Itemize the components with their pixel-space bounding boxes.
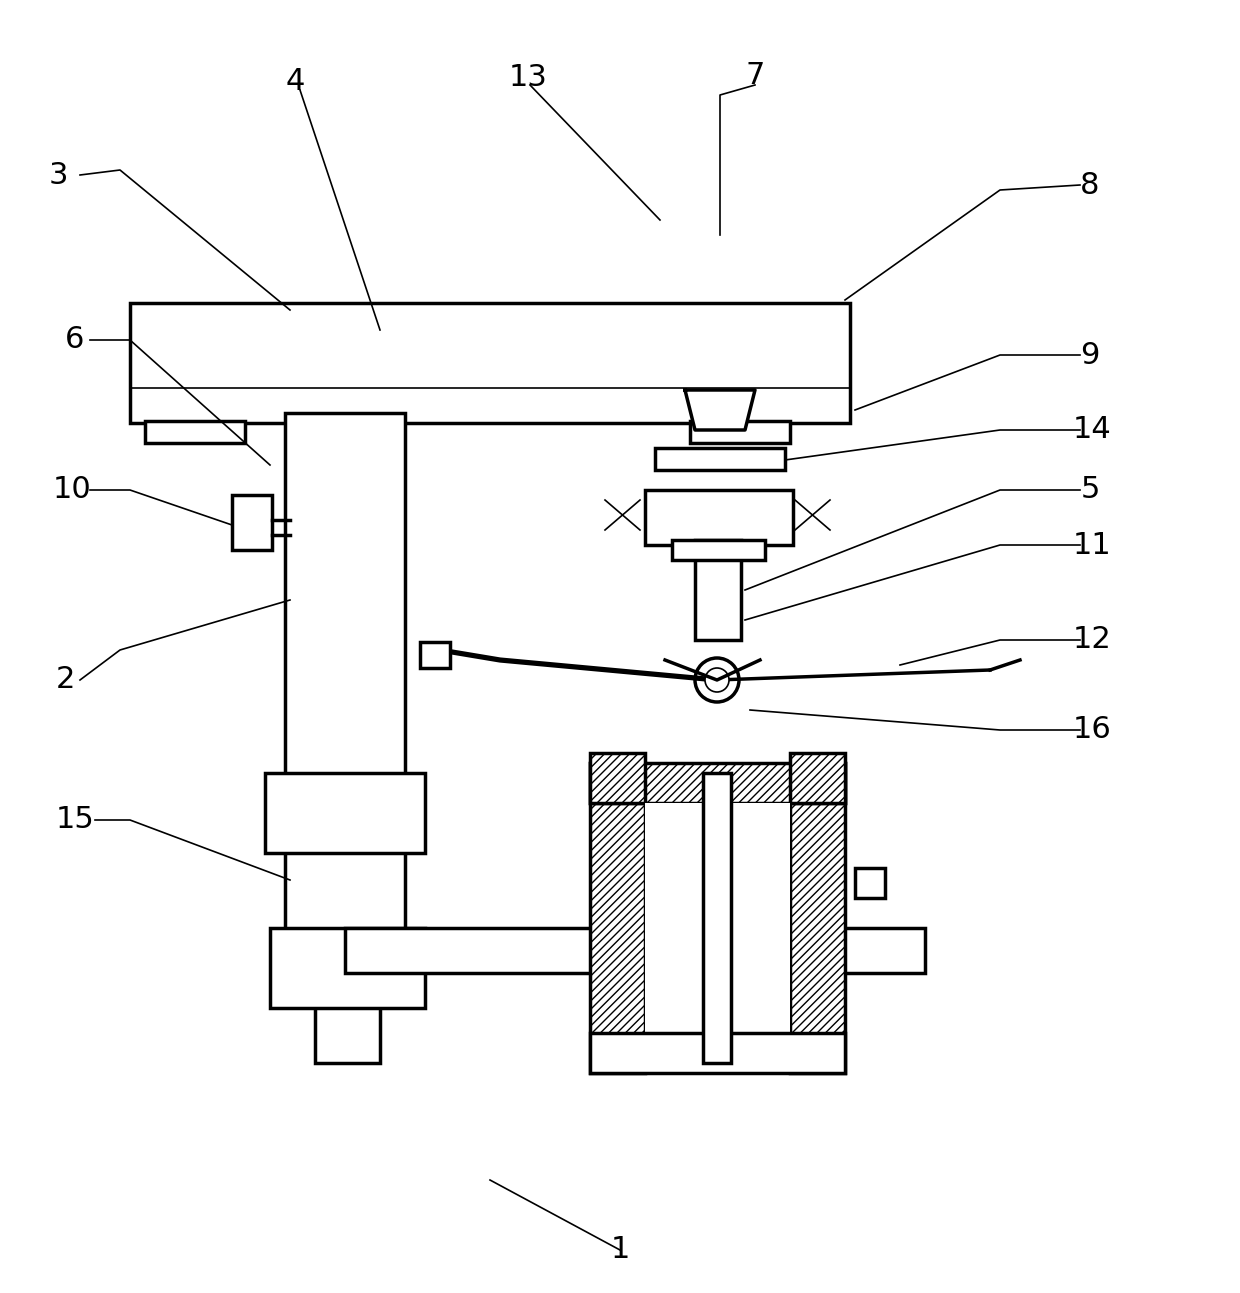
- Text: 14: 14: [1073, 415, 1111, 445]
- Bar: [270, 928, 425, 1009]
- Bar: [590, 763, 844, 803]
- Text: 4: 4: [285, 67, 305, 97]
- Text: 8: 8: [1080, 171, 1100, 199]
- Text: 3: 3: [48, 160, 68, 190]
- Bar: [645, 490, 794, 546]
- Bar: [856, 868, 885, 899]
- Bar: [790, 763, 844, 1073]
- Text: 5: 5: [1080, 476, 1100, 504]
- Bar: [703, 773, 732, 1063]
- Text: 10: 10: [52, 476, 92, 504]
- Bar: [645, 803, 790, 1073]
- Text: 1: 1: [610, 1236, 630, 1265]
- Text: 15: 15: [56, 806, 94, 834]
- Text: 13: 13: [508, 62, 547, 92]
- Bar: [265, 773, 425, 853]
- Bar: [130, 303, 849, 423]
- Bar: [790, 753, 844, 803]
- Text: 12: 12: [1073, 626, 1111, 654]
- Bar: [345, 928, 925, 974]
- Circle shape: [694, 658, 739, 702]
- Bar: [590, 1033, 844, 1073]
- Bar: [590, 753, 645, 803]
- Bar: [590, 763, 645, 1073]
- Bar: [694, 540, 742, 640]
- Bar: [315, 1003, 379, 1063]
- Text: 6: 6: [66, 326, 84, 354]
- Bar: [285, 412, 405, 953]
- Bar: [689, 422, 790, 443]
- Bar: [420, 643, 450, 668]
- Polygon shape: [684, 390, 755, 431]
- Text: 7: 7: [745, 61, 765, 89]
- Text: 2: 2: [56, 666, 74, 694]
- Circle shape: [706, 668, 729, 692]
- Text: 16: 16: [1073, 715, 1111, 745]
- Bar: [232, 495, 272, 550]
- Bar: [672, 540, 765, 560]
- Text: 9: 9: [1080, 340, 1100, 370]
- Text: 11: 11: [1073, 530, 1111, 560]
- Bar: [145, 422, 246, 443]
- Bar: [655, 447, 785, 469]
